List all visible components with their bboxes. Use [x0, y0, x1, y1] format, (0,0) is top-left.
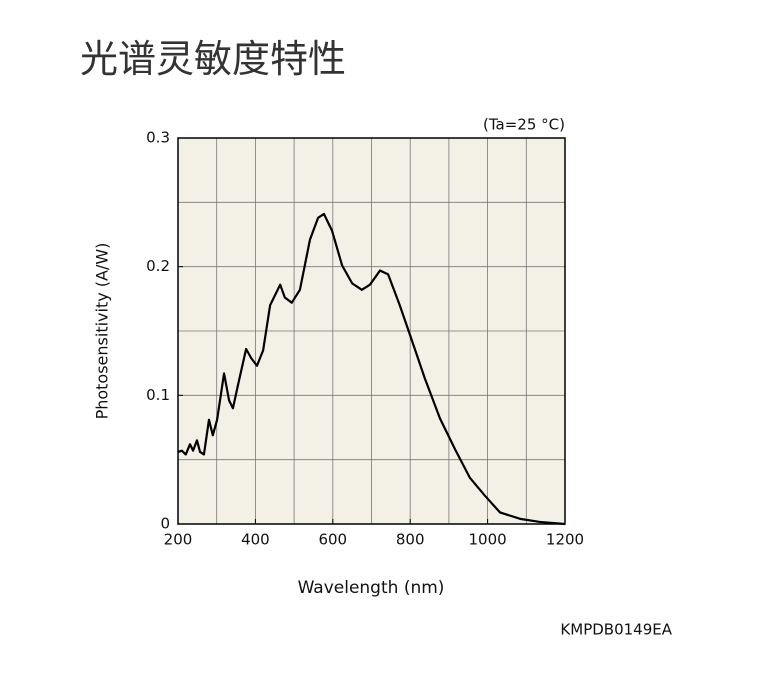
x-tick-label: 1200: [546, 531, 584, 549]
plot-frame: [177, 137, 566, 525]
figure-code: KMPDB0149EA: [560, 621, 672, 639]
page-title: 光谱灵敏度特性: [80, 37, 347, 81]
annotation: (Ta=25 °C): [483, 116, 565, 134]
y-axis-label: Photosensitivity (A/W): [93, 243, 112, 420]
y-tick-label: 0.3: [146, 129, 170, 147]
y-tick-label: 0: [160, 515, 170, 533]
line: [177, 212, 566, 526]
y-tick-label: 0.2: [146, 257, 170, 275]
y-tick-label: 0.1: [146, 386, 170, 404]
x-tick-label: 600: [318, 531, 347, 549]
x-tick-label: 1000: [469, 531, 507, 549]
x-axis-label: Wavelength (nm): [298, 578, 445, 598]
x-tick-label: 800: [396, 531, 425, 549]
x-tick-label: 400: [241, 531, 270, 549]
x-tick-label: 200: [164, 531, 193, 549]
